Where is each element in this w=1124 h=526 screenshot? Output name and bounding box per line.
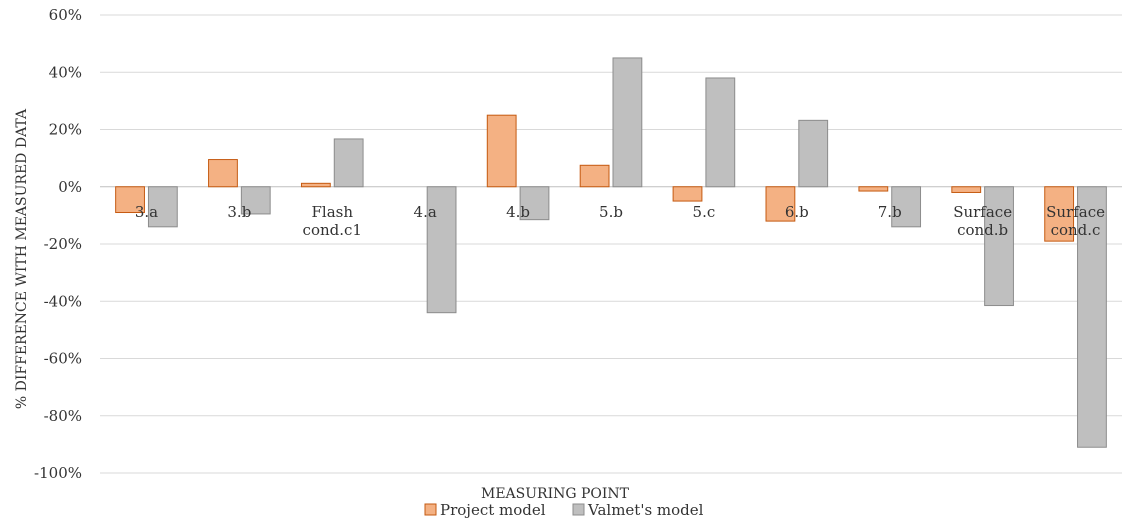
bar-project-model [858,186,889,192]
bar-valmet-model [147,186,178,228]
x-tick-label: Flash cond.c1 [303,203,362,239]
bar-project-model [208,159,238,188]
x-tick-label: 4.a [414,203,437,221]
bar-project-model [579,164,610,188]
legend-swatch [572,503,585,516]
y-tick-label: 20% [49,121,82,139]
y-tick-label: 40% [49,63,82,81]
legend-swatch [424,503,437,516]
bar-project-model [951,186,982,193]
y-tick-label: -60% [44,350,82,368]
y-tick-label: -100% [34,464,82,482]
bar-valmet-model [333,138,364,188]
bar-valmet-model [891,186,922,228]
y-axis-tick-labels: 60% 40% 20% 0% -20% -40% -60% -80% -100% [34,6,82,482]
bar-valmet-model [426,186,457,314]
bar-valmet-model [612,57,643,188]
legend: Project model Valmet's model [424,501,704,519]
x-tick-label: 5.b [599,203,623,221]
x-tick-label: Surface cond.b [953,203,1012,239]
y-tick-label: -80% [44,407,82,425]
bar-valmet-model [984,186,1014,307]
bar-project-model [486,114,517,188]
bar-project-model [1044,186,1075,242]
y-tick-label: -20% [44,235,82,253]
x-tick-label: 3.b [227,203,251,221]
gridlines [100,14,1122,474]
bar-valmet-model [1077,186,1107,448]
category-labels: 3.a 3.b Flash cond.c1 4.a 4.b 5.b 5.c 6.b 7.b Surf… [135,203,1105,239]
bars [115,57,1107,448]
x-tick-label: 6.b [785,203,809,221]
bar-project-model [115,186,145,214]
bar-project-model [300,182,331,188]
bar-valmet-model [798,119,829,188]
bar-valmet-model [240,186,271,215]
bar-project-model [765,186,796,222]
x-axis-title: MEASURING POINT [481,486,630,502]
bar-project-model [672,186,703,202]
legend-label: Project model [440,501,546,519]
x-tick-label: Surface cond.c [1046,203,1105,239]
y-tick-label: -40% [44,292,82,310]
y-axis-title: % DIFFERENCE WITH MEASURED DATA [14,108,30,409]
bar-valmet-model [705,77,736,188]
y-tick-label: 0% [58,178,82,196]
x-tick-label: 4.b [506,203,530,221]
bar-valmet-model [519,186,550,221]
x-tick-label: 3.a [135,203,158,221]
x-tick-label: 7.b [878,203,902,221]
legend-label: Valmet's model [587,501,704,519]
x-tick-label: 5.c [693,203,716,221]
y-tick-label: 60% [49,6,82,24]
